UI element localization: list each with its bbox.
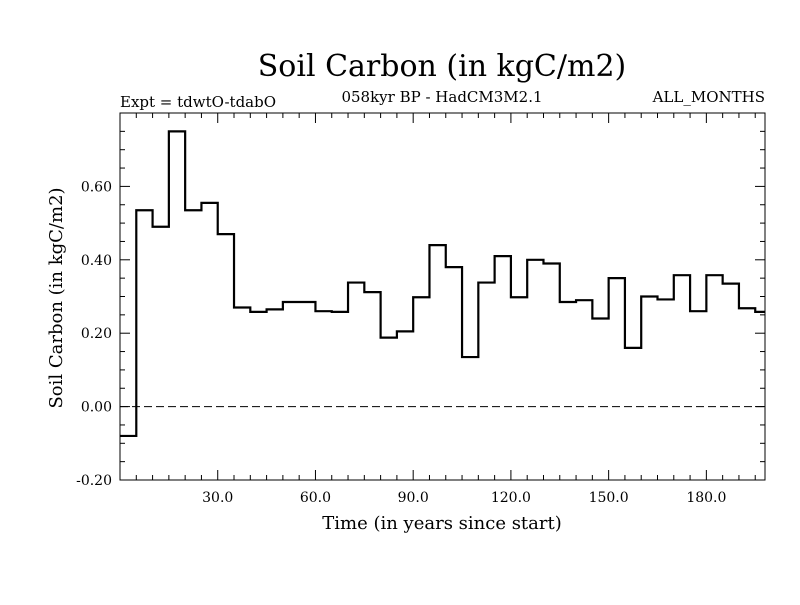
y-tick-label: 0.40 [81, 253, 112, 269]
x-tick-label: 150.0 [589, 490, 629, 506]
x-tick-label: 180.0 [686, 490, 726, 506]
x-tick-label: 30.0 [202, 490, 233, 506]
y-tick-label: -0.20 [76, 473, 112, 489]
chart-title: Soil Carbon (in kgC/m2) [258, 49, 626, 84]
chart-subtitle-right: ALL_MONTHS [652, 88, 765, 106]
y-tick-label: 0.20 [81, 326, 112, 342]
x-tick-label: 90.0 [398, 490, 429, 506]
chart-subtitle-left: Expt = tdwtO-tdabO [120, 93, 276, 111]
plot-area: 30.0 60.0 90.0 120.0 150.0 180.0 -0.20 0.00 0.20… [76, 112, 766, 506]
plot-frame [119, 112, 766, 481]
series-step-line [120, 130, 765, 438]
y-axis-label: Soil Carbon (in kgC/m2) [46, 187, 67, 408]
y-tick-label: 0.60 [81, 179, 112, 195]
x-axis-label: Time (in years since start) [322, 513, 562, 534]
x-tick-label: 60.0 [300, 490, 331, 506]
x-tick-label: 120.0 [491, 490, 531, 506]
chart-subtitle-center: 058kyr BP - HadCM3M2.1 [341, 88, 542, 106]
y-tick-label: 0.00 [81, 400, 112, 416]
